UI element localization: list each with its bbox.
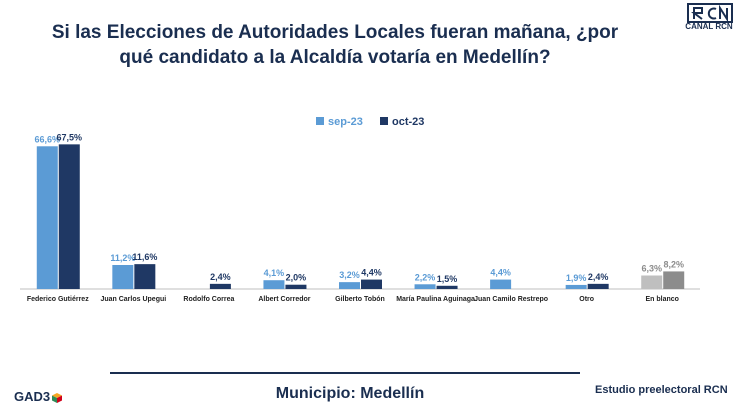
bar-oct-23-1 [134, 264, 156, 289]
bar-sep-23-5 [414, 284, 436, 289]
bar-sep-23-1 [112, 265, 134, 289]
category-label-4: Gilberto Tobón [335, 296, 385, 303]
study-label: Estudio preelectoral RCN [595, 384, 728, 396]
data-label-sep-23-0: 66,6% [35, 134, 61, 144]
data-label-oct-23-8: 8,2% [663, 259, 684, 269]
bar-oct-23-8 [663, 271, 685, 289]
category-label-1: Juan Carlos Upegui [100, 296, 166, 303]
data-label-sep-23-4: 3,2% [339, 270, 360, 280]
category-label-2: Rodolfo Correa [183, 296, 234, 303]
category-label-6: Juan Camilo Restrepo [474, 296, 548, 303]
bar-sep-23-3 [263, 280, 285, 289]
data-label-sep-23-7: 1,9% [566, 273, 587, 283]
bar-oct-23-3 [285, 284, 307, 289]
category-label-7: Otro [579, 296, 594, 303]
data-label-sep-23-1: 11,2% [110, 253, 135, 263]
gad3-text: GAD3 [14, 389, 51, 404]
municipality-label: Municipio: Medellín [275, 385, 425, 402]
bar-chart: sep-23 oct-23 66,6%67,5% Federico Gutiérrez… [20, 116, 700, 303]
legend-swatch-1 [380, 117, 388, 125]
brand-name: CANAL RCN [685, 22, 733, 31]
data-label-oct-23-2: 2,4% [210, 272, 231, 282]
data-label-sep-23-8: 6,3% [641, 264, 662, 274]
data-label-oct-23-3: 2,0% [286, 273, 307, 283]
bar-sep-23-0 [36, 146, 58, 289]
data-label-sep-23-6: 4,4% [490, 268, 511, 278]
bar-sep-23-8 [641, 275, 663, 289]
rcn-logo-icon [687, 3, 733, 23]
data-label-sep-23-3: 4,1% [264, 268, 285, 278]
legend-label-1: oct-23 [392, 116, 424, 128]
category-label-0: Federico Gutiérrez [27, 296, 89, 303]
bar-oct-23-2 [209, 283, 231, 289]
footer-divider [110, 372, 580, 374]
cube-icon [52, 392, 63, 403]
data-label-oct-23-1: 11,6% [132, 252, 157, 262]
category-label-3: Albert Corredor [258, 296, 310, 303]
bar-sep-23-7 [565, 284, 587, 289]
bar-sep-23-4 [339, 282, 360, 289]
chart-title: Si las Elecciones de Autoridades Locales… [20, 20, 650, 70]
data-label-oct-23-4: 4,4% [361, 268, 382, 278]
category-label-5: María Paulina Aguinaga [396, 296, 475, 303]
data-label-oct-23-0: 67,5% [57, 132, 83, 142]
category-label-8: En blanco [645, 296, 678, 303]
title-line-1: Si las Elecciones de Autoridades Locales… [51, 22, 619, 43]
data-label-oct-23-7: 2,4% [588, 272, 609, 282]
bar-oct-23-0 [58, 144, 80, 289]
bar-sep-23-6 [490, 279, 512, 289]
bar-oct-23-7 [587, 283, 609, 289]
data-label-oct-23-5: 1,5% [437, 274, 458, 284]
bar-oct-23-5 [436, 285, 458, 289]
data-label-sep-23-5: 2,2% [415, 272, 436, 282]
legend-swatch-0 [316, 117, 324, 125]
gad3-logo: GAD3 [14, 389, 63, 404]
legend-label-0: sep-23 [328, 116, 363, 128]
title-line-2: qué candidato a la Alcaldía votaría en M… [119, 47, 551, 68]
bar-oct-23-4 [361, 279, 382, 289]
